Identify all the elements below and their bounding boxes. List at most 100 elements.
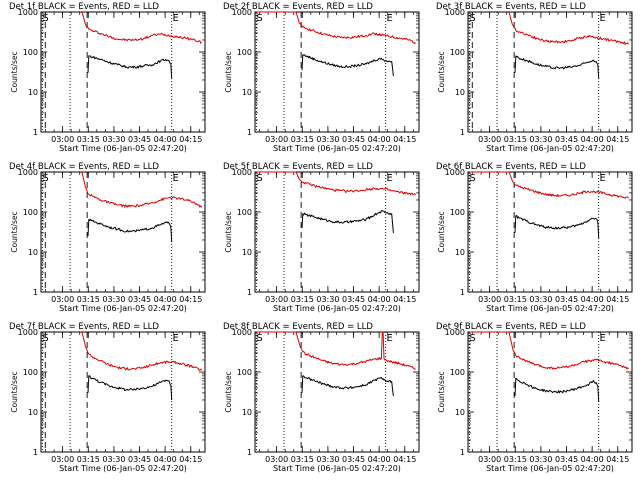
y-tick-label: 1000 bbox=[232, 328, 252, 337]
x-tick-label: 03:15 bbox=[504, 455, 527, 464]
y-tick-label: 10 bbox=[455, 408, 465, 417]
y-tick-label: 100 bbox=[450, 208, 465, 217]
plot-frame bbox=[254, 11, 420, 133]
marker-s: S bbox=[256, 333, 262, 344]
series-line-events bbox=[514, 377, 600, 402]
y-tick-label: 10 bbox=[242, 88, 252, 97]
marker-e: E bbox=[173, 333, 179, 344]
x-tick-label: 03:45 bbox=[555, 135, 578, 144]
plot-frame bbox=[40, 331, 206, 453]
y-tick-label: 1000 bbox=[445, 328, 465, 337]
marker-s: S bbox=[256, 173, 262, 184]
x-tick-label: 03:15 bbox=[291, 295, 314, 304]
series-line-lld bbox=[81, 331, 202, 371]
x-tick-label: 03:45 bbox=[555, 455, 578, 464]
x-tick-label: 03:30 bbox=[529, 295, 552, 304]
y-tick-label: 100 bbox=[23, 208, 38, 217]
x-tick-label: 04:00 bbox=[581, 135, 604, 144]
x-axis-label: Start Time (06-Jan-05 02:47:20) bbox=[486, 464, 614, 473]
chart-panel-det-7: Det 7f BLACK = Events, RED = LLD 1 10 100 10… bbox=[9, 322, 206, 473]
chart-title: Det 8f BLACK = Events, RED = LLD bbox=[223, 322, 373, 332]
y-tick-label: 1000 bbox=[232, 8, 252, 17]
series-line-lld bbox=[81, 171, 203, 208]
y-axis-label: Counts/sec bbox=[224, 51, 233, 92]
x-tick-label: 03:00 bbox=[51, 135, 74, 144]
y-tick-label: 1 bbox=[460, 448, 465, 457]
marker-e: E bbox=[600, 333, 606, 344]
y-tick-label: 100 bbox=[450, 368, 465, 377]
x-tick-label: 04:15 bbox=[606, 295, 629, 304]
plot-frame bbox=[40, 171, 206, 293]
x-tick-label: 04:15 bbox=[393, 135, 416, 144]
y-tick-label: 100 bbox=[450, 48, 465, 57]
x-tick-label: 04:00 bbox=[368, 455, 391, 464]
marker-e: E bbox=[387, 173, 393, 184]
marker-e: E bbox=[387, 333, 393, 344]
y-axis-label: Counts/sec bbox=[10, 51, 19, 92]
x-tick-label: 04:15 bbox=[393, 295, 416, 304]
y-tick-label: 1000 bbox=[445, 168, 465, 177]
marker-s: S bbox=[42, 333, 48, 344]
x-tick-label: 04:15 bbox=[179, 295, 202, 304]
x-tick-label: 03:45 bbox=[342, 295, 365, 304]
marker-s: S bbox=[42, 173, 48, 184]
marker-s: S bbox=[42, 13, 48, 24]
x-tick-label: 03:15 bbox=[77, 295, 100, 304]
x-tick-label: 03:15 bbox=[77, 135, 100, 144]
y-axis-label: Counts/sec bbox=[10, 371, 19, 412]
x-axis-label: Start Time (06-Jan-05 02:47:20) bbox=[59, 304, 187, 313]
x-tick-label: 03:15 bbox=[291, 455, 314, 464]
y-tick-label: 100 bbox=[23, 48, 38, 57]
chart-panel-det-6: Det 6f BLACK = Events, RED = LLD 1 10 100 10… bbox=[436, 162, 633, 313]
y-tick-label: 1000 bbox=[445, 8, 465, 17]
y-tick-label: 1000 bbox=[18, 168, 38, 177]
marker-s: S bbox=[469, 333, 475, 344]
chart-panel-det-2: Det 2f BLACK = Events, RED = LLD 1 10 100 10… bbox=[223, 2, 420, 153]
y-axis-label: Counts/sec bbox=[10, 211, 19, 252]
marker-s: S bbox=[469, 173, 475, 184]
series-line-lld bbox=[469, 171, 629, 199]
x-tick-label: 03:00 bbox=[265, 295, 288, 304]
x-tick-label: 03:30 bbox=[102, 135, 125, 144]
marker-e: E bbox=[173, 13, 179, 24]
x-tick-label: 03:00 bbox=[265, 135, 288, 144]
marker-e: E bbox=[387, 13, 393, 24]
x-tick-label: 04:15 bbox=[606, 135, 629, 144]
y-axis-label: Counts/sec bbox=[224, 211, 233, 252]
series-line-events bbox=[301, 375, 394, 397]
y-tick-label: 1 bbox=[247, 128, 252, 137]
x-tick-label: 03:30 bbox=[529, 135, 552, 144]
series-line-events bbox=[514, 55, 600, 79]
y-tick-label: 1000 bbox=[232, 168, 252, 177]
y-tick-label: 1 bbox=[33, 288, 38, 297]
x-tick-label: 03:45 bbox=[128, 455, 151, 464]
series-line-lld bbox=[256, 11, 416, 45]
x-tick-label: 04:15 bbox=[606, 455, 629, 464]
x-tick-label: 03:45 bbox=[555, 295, 578, 304]
x-axis-label: Start Time (06-Jan-05 02:47:20) bbox=[486, 144, 614, 153]
x-tick-label: 03:00 bbox=[51, 295, 74, 304]
chart-title: Det 2f BLACK = Events, RED = LLD bbox=[223, 2, 373, 12]
y-tick-label: 10 bbox=[28, 408, 38, 417]
y-tick-label: 10 bbox=[455, 88, 465, 97]
chart-title: Det 1f BLACK = Events, RED = LLD bbox=[9, 2, 159, 12]
x-tick-label: 04:00 bbox=[581, 455, 604, 464]
x-tick-label: 03:45 bbox=[342, 455, 365, 464]
marker-e: E bbox=[600, 173, 606, 184]
y-tick-label: 1 bbox=[33, 448, 38, 457]
series-line-lld bbox=[256, 171, 416, 196]
chart-panel-det-5: Det 5f BLACK = Events, RED = LLD 1 10 100 10… bbox=[223, 162, 420, 313]
y-tick-label: 10 bbox=[455, 248, 465, 257]
y-tick-label: 1 bbox=[247, 288, 252, 297]
x-tick-label: 04:00 bbox=[154, 295, 177, 304]
x-axis-label: Start Time (06-Jan-05 02:47:20) bbox=[59, 464, 187, 473]
x-tick-label: 03:30 bbox=[316, 455, 339, 464]
x-tick-label: 03:15 bbox=[291, 135, 314, 144]
x-axis-label: Start Time (06-Jan-05 02:47:20) bbox=[273, 464, 401, 473]
x-tick-label: 03:45 bbox=[128, 135, 151, 144]
x-tick-label: 03:00 bbox=[51, 455, 74, 464]
plot-frame bbox=[467, 331, 633, 453]
marker-s: S bbox=[469, 13, 475, 24]
chart-title: Det 9f BLACK = Events, RED = LLD bbox=[436, 322, 586, 332]
